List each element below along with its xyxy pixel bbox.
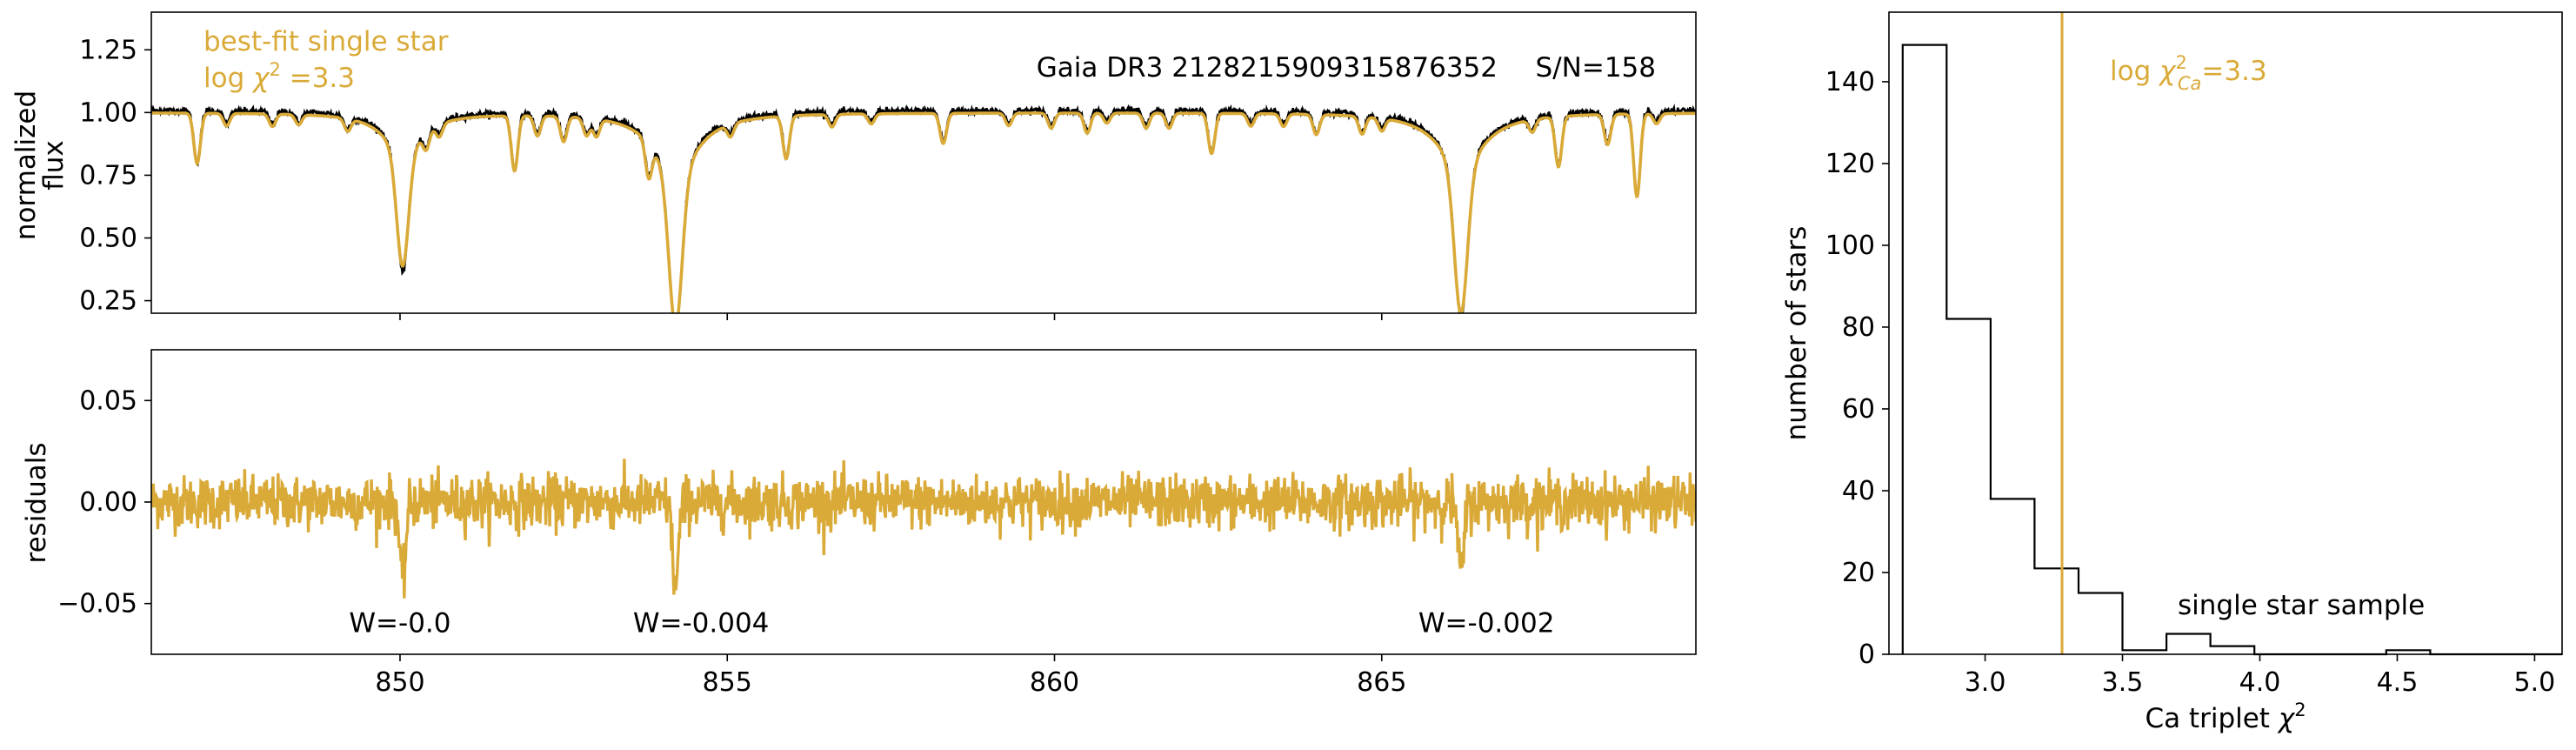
histogram-ytick-label: 100 xyxy=(1825,231,1875,261)
histogram-ytick-label: 40 xyxy=(1842,476,1875,506)
residuals-ytick-label: 0.00 xyxy=(79,487,137,518)
threshold-label-prefix: log xyxy=(2110,56,2159,87)
threshold-label-sub: Ca xyxy=(2178,73,2202,94)
spectrum-panel: 0.25 0.50 0.75 1.00 1.25 normalized flux bes… xyxy=(10,12,1696,334)
histogram-panel: 0 20 40 60 80 100 120 140 3.0 3.5 4.0 4.5 5.0 number… xyxy=(1781,12,2562,734)
histogram-xlabel-prefix: Ca triplet xyxy=(2145,703,2278,734)
threshold-label-value: =3.3 xyxy=(2201,56,2266,87)
histogram-ytick-label: 80 xyxy=(1842,312,1875,343)
snr-label: S/N=158 xyxy=(1536,52,1656,84)
histogram-ytick-label: 0 xyxy=(1859,640,1875,670)
chi2-prefix: log xyxy=(204,63,253,94)
star-id-label: Gaia DR3 2128215909315876352 xyxy=(1037,52,1498,84)
residuals-xtick-label: 850 xyxy=(375,667,424,698)
histogram-xlabel: Ca triplet χ2 xyxy=(2145,700,2306,734)
histogram-ytick-label: 140 xyxy=(1825,67,1875,97)
spectrum-ylabel-line1: normalized xyxy=(10,90,42,240)
residuals-ticks: −0.05 0.00 0.05 850 855 860 865 xyxy=(57,385,1406,698)
histogram-bar xyxy=(1991,499,2035,654)
spectrum-ylabel-line2: flux xyxy=(38,140,70,191)
histogram-bar xyxy=(1903,45,1947,654)
equivalent-width-label: W=-0.004 xyxy=(633,607,770,639)
residuals-line xyxy=(151,459,1696,598)
equivalent-width-labels: W=-0.0 W=-0.004 W=-0.002 xyxy=(349,607,1554,639)
residuals-xtick-label: 855 xyxy=(703,667,752,698)
histogram-bar xyxy=(1946,319,1991,654)
histogram-ytick-label: 20 xyxy=(1842,558,1875,588)
histogram-bar xyxy=(2211,646,2255,654)
spectrum-ytick-label: 1.25 xyxy=(79,35,137,65)
residuals-ytick-label: 0.05 xyxy=(79,385,137,416)
model-spectrum-line xyxy=(151,113,1696,326)
histogram-bar xyxy=(2034,568,2079,654)
residuals-ylabel: residuals xyxy=(21,443,52,564)
sample-label: single star sample xyxy=(2178,590,2425,621)
spectrum-ytick-label: 1.00 xyxy=(79,97,137,128)
threshold-label-sup: 2 xyxy=(2175,52,2186,73)
histogram-ylabel: number of stars xyxy=(1781,226,1812,441)
residuals-xtick-label: 865 xyxy=(1357,667,1406,698)
histogram-marks xyxy=(1903,12,2562,654)
histogram-xlabel-sup: 2 xyxy=(2294,700,2306,720)
histogram-ytick-label: 120 xyxy=(1825,149,1875,179)
chi2-label: log χ2 =3.3 xyxy=(204,59,355,94)
threshold-label-symbol: χ xyxy=(2158,56,2177,87)
chi2-symbol: χ xyxy=(251,63,270,94)
residuals-ytick-label: −0.05 xyxy=(57,589,137,619)
spectrum-ytick-label: 0.25 xyxy=(79,286,137,317)
residuals-lines xyxy=(151,459,1696,598)
chi2-sup: 2 xyxy=(269,59,280,80)
threshold-label: log χ2 Ca=3.3 xyxy=(2110,52,2267,94)
chi2-value: =3.3 xyxy=(281,63,355,94)
histogram-xtick-label: 4.0 xyxy=(2239,667,2281,698)
residuals-panel: −0.05 0.00 0.05 850 855 860 865 W=-0.0 W=-0.004… xyxy=(21,350,1696,698)
histogram-xtick-label: 3.5 xyxy=(2102,667,2144,698)
spectrum-ytick-label: 0.75 xyxy=(79,160,137,191)
spectrum-lines xyxy=(151,107,1696,335)
histogram-xlabel-symbol: χ xyxy=(2277,703,2296,734)
model-label: best-fit single star xyxy=(204,26,449,57)
histogram-xtick-label: 4.5 xyxy=(2377,667,2419,698)
equivalent-width-label: W=-0.0 xyxy=(349,607,450,639)
equivalent-width-label: W=-0.002 xyxy=(1418,607,1555,639)
histogram-xtick-label: 5.0 xyxy=(2514,667,2556,698)
spectrum-ytick-label: 0.50 xyxy=(79,224,137,254)
histogram-xtick-label: 3.0 xyxy=(1965,667,2006,698)
residuals-xtick-label: 860 xyxy=(1030,667,1079,698)
histogram-ytick-label: 60 xyxy=(1842,394,1875,425)
histogram-bar xyxy=(2079,593,2123,654)
histogram-bar xyxy=(2166,633,2211,654)
